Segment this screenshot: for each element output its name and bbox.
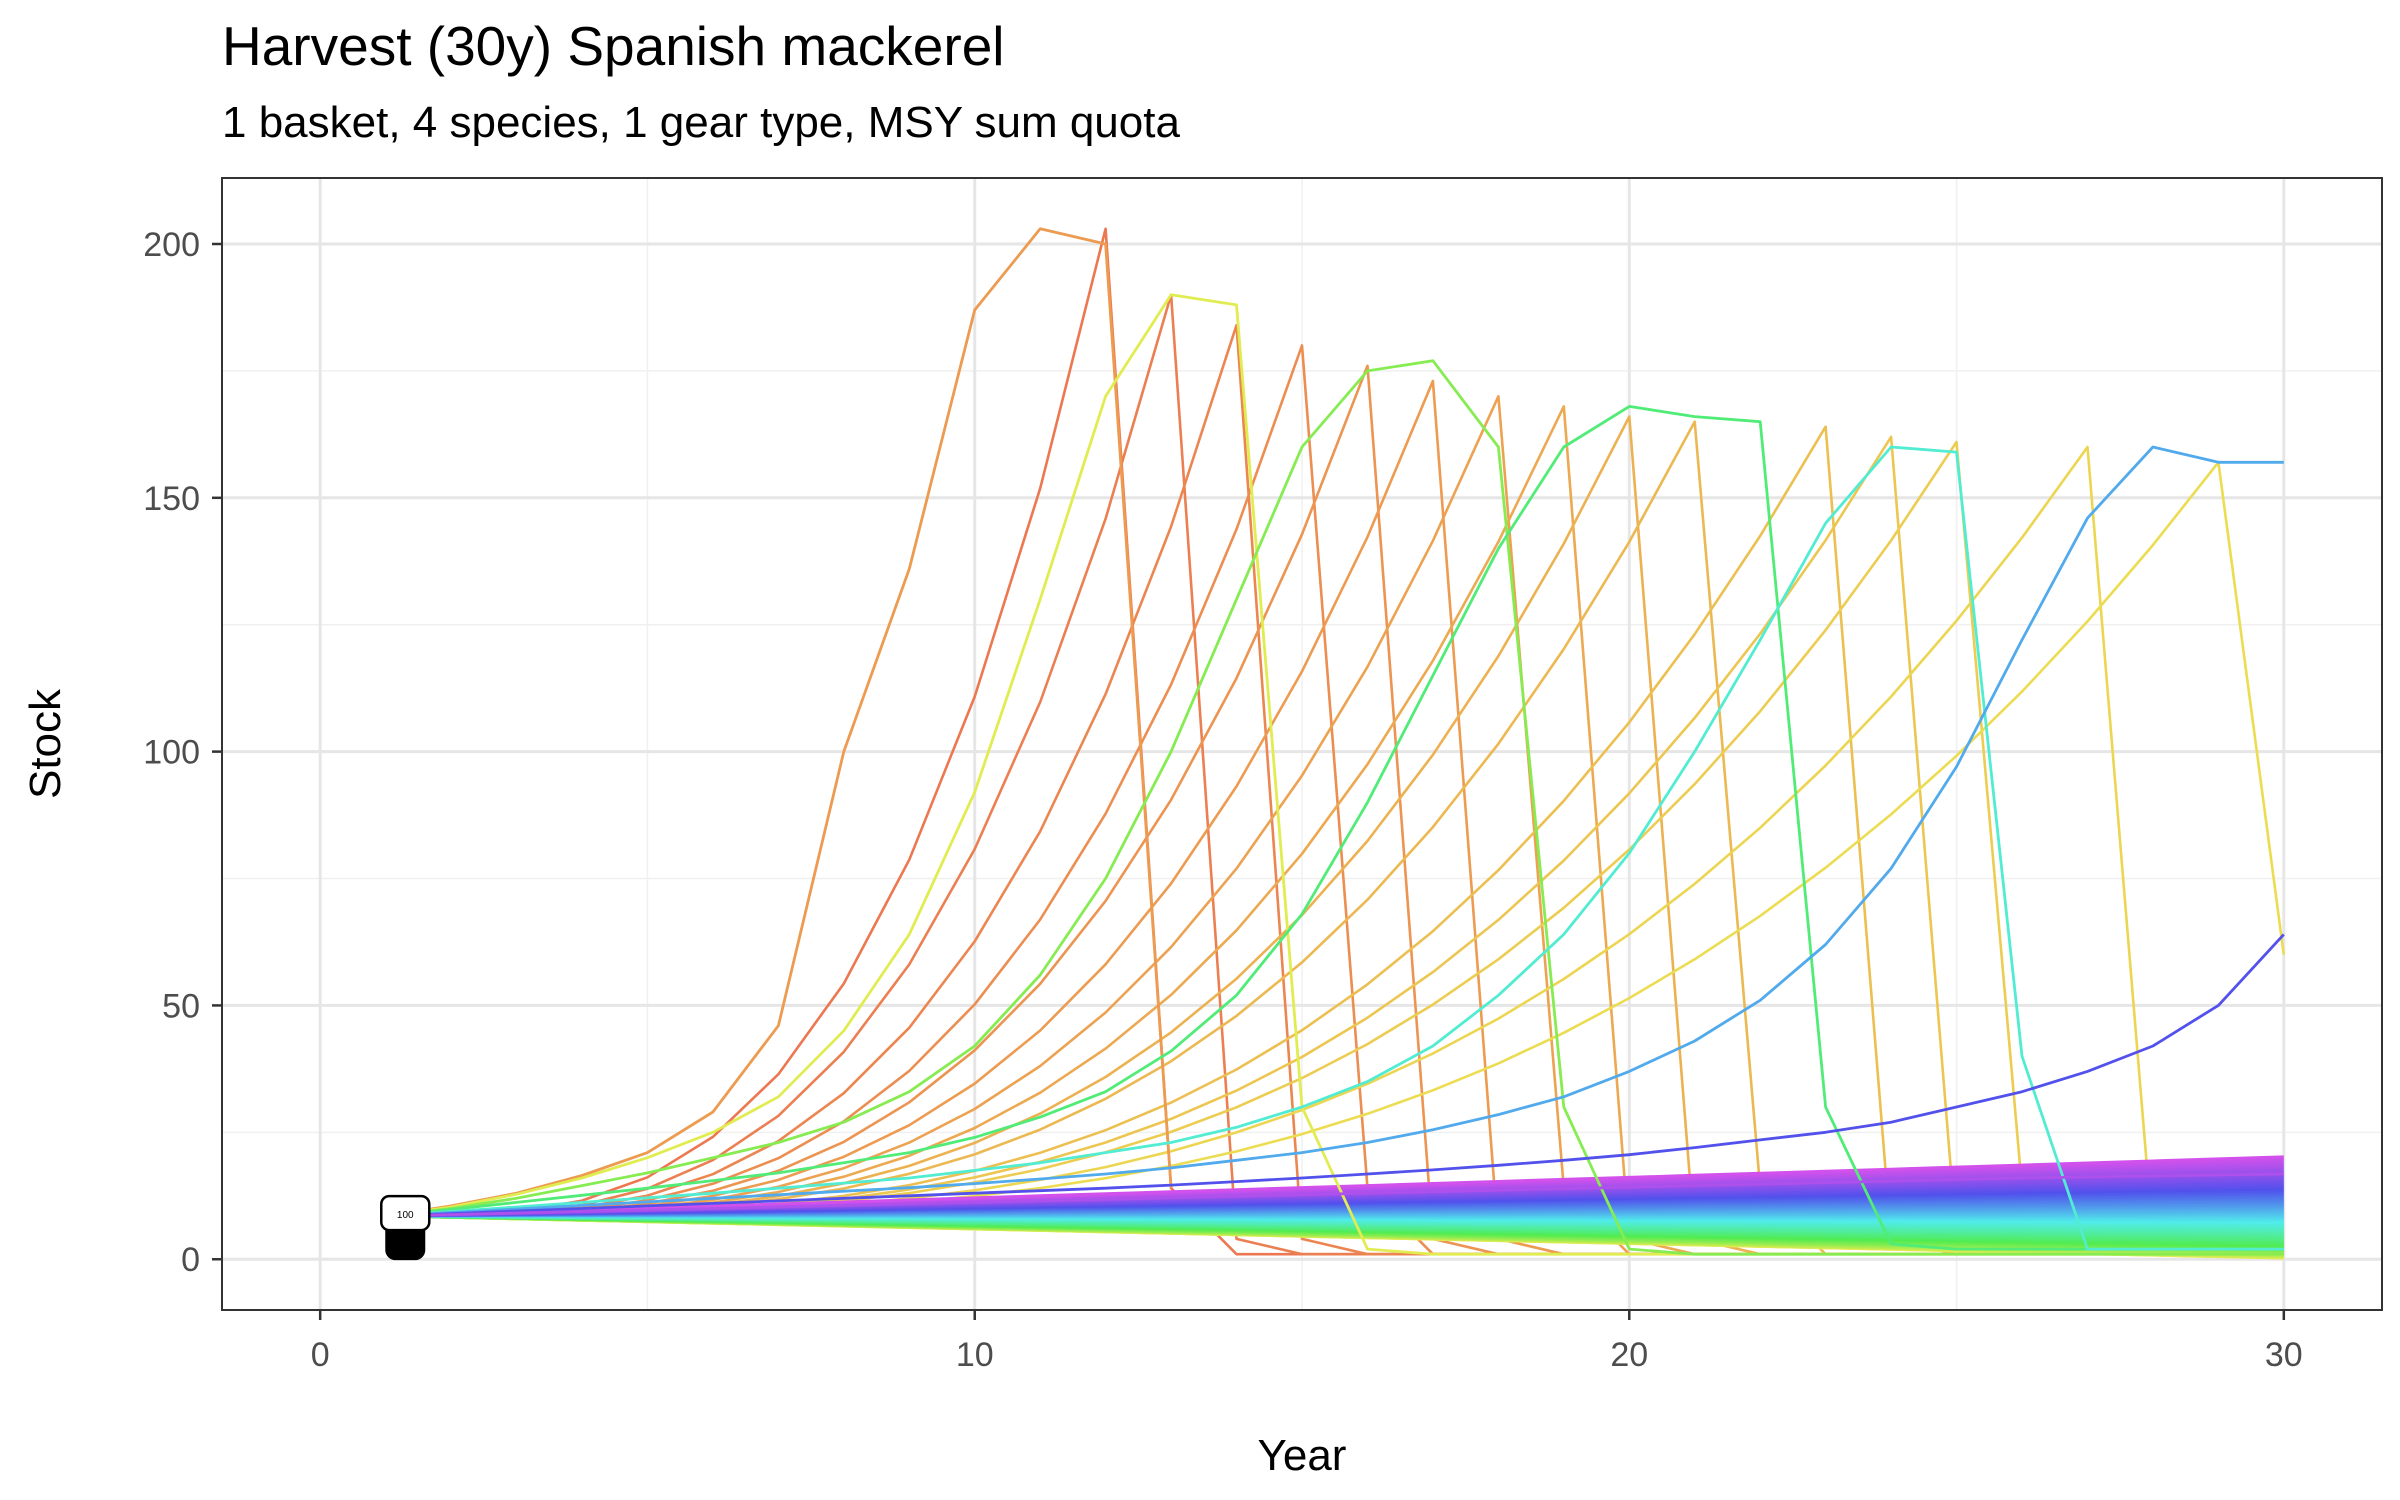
y-tick-label: 0 — [181, 1241, 200, 1279]
plot-frame — [221, 177, 2383, 1311]
series-line — [385, 445, 2284, 1218]
start-marker: 100 — [380, 1194, 431, 1261]
x-tick-label: 20 — [1610, 1336, 1648, 1374]
series-line — [385, 323, 2284, 1256]
y-axis-label: Stock — [21, 688, 70, 799]
series-line — [385, 359, 2284, 1256]
x-axis-label: Year — [1258, 1431, 1347, 1480]
series-line — [385, 395, 2284, 1256]
y-tick-label: 100 — [143, 734, 200, 772]
x-tick-label: 30 — [2265, 1336, 2303, 1374]
grid — [222, 178, 2382, 1310]
x-tick-label: 10 — [956, 1336, 994, 1374]
series-group — [385, 227, 2286, 1260]
series-line — [385, 344, 2284, 1256]
series-line — [385, 405, 2284, 1256]
chart-title: Harvest (30y) Spanish mackerel — [222, 15, 1005, 77]
chart-subtitle: 1 basket, 4 species, 1 gear type, MSY su… — [222, 98, 1180, 147]
series-line — [385, 405, 2284, 1251]
marker-box — [380, 1194, 431, 1232]
marker-label: 100 — [397, 1210, 414, 1221]
series-line — [385, 1155, 2284, 1218]
axes: 0 10 20 30 0 50 100 150 200 — [143, 226, 2302, 1374]
series-line — [385, 933, 2285, 1218]
series-line — [385, 1172, 2284, 1218]
series-line — [385, 227, 2284, 1256]
y-tick-label: 150 — [143, 480, 200, 518]
y-tick-label: 200 — [143, 226, 200, 264]
series-line — [385, 445, 2284, 1251]
series-line — [385, 227, 1173, 1218]
x-tick-label: 0 — [311, 1336, 330, 1374]
y-tick-label: 50 — [162, 987, 200, 1025]
